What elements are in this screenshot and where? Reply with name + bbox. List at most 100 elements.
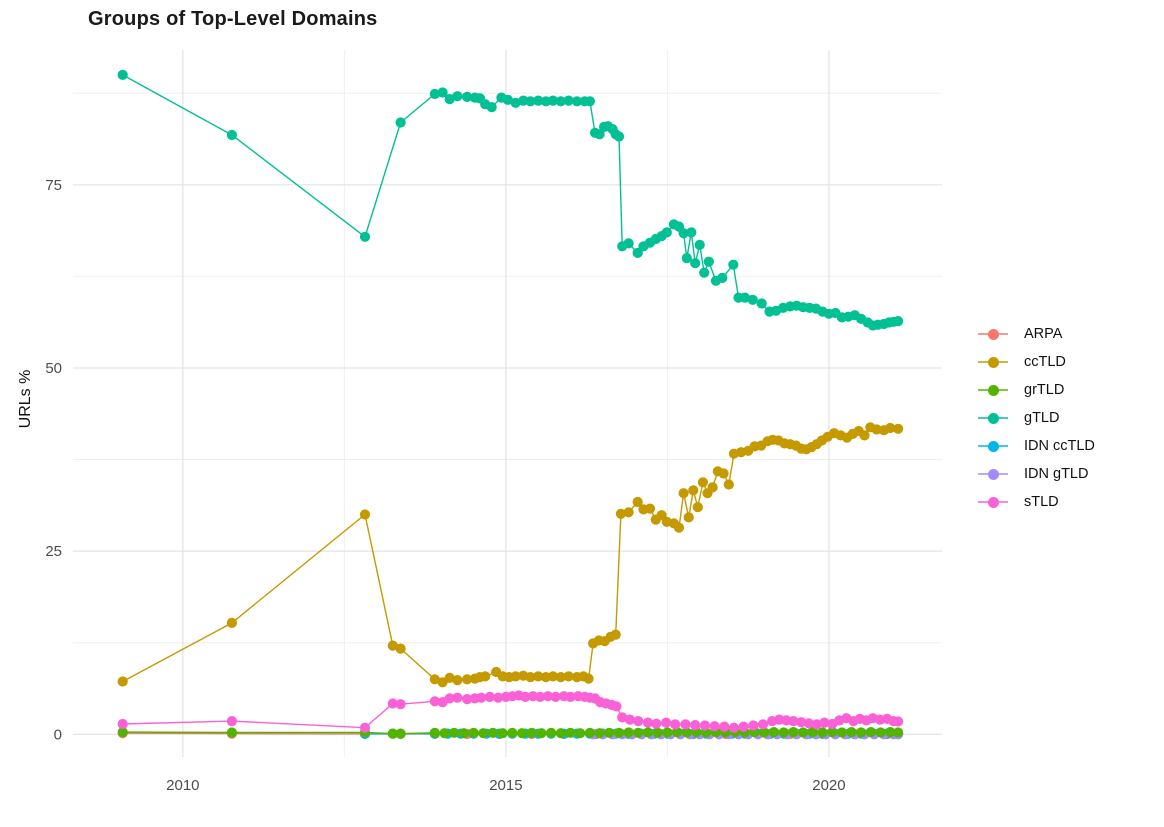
data-point-gtld (678, 228, 689, 239)
data-point-grtld (817, 727, 828, 738)
data-point-grtld (875, 727, 886, 738)
data-point-grtld (594, 728, 605, 739)
data-point-stld (359, 722, 371, 733)
data-point-cctld (525, 672, 536, 683)
data-point-gtld (584, 96, 596, 107)
data-point-stld (226, 716, 237, 727)
data-point-stld (493, 692, 504, 703)
legend-marker-icon (978, 440, 1008, 452)
data-point-grtld (642, 727, 654, 738)
data-point-cctld (718, 468, 729, 479)
data-point-cctld (563, 671, 574, 682)
data-point-gtld (739, 292, 751, 303)
series-stld (117, 690, 904, 733)
data-point-grtld (807, 727, 818, 738)
data-point-stld (690, 720, 701, 731)
data-point-grtld (546, 727, 557, 738)
data-point-stld (462, 694, 473, 705)
data-point-stld (617, 712, 628, 723)
data-point-grtld (798, 727, 809, 738)
legend-label: grTLD (1024, 382, 1065, 398)
y-axis-tick-label: 50 (45, 360, 62, 377)
legend-item-grtld: grTLD (978, 376, 1095, 404)
data-point-grtld (526, 727, 537, 738)
data-point-stld (535, 691, 546, 703)
data-point-gtld (395, 117, 406, 128)
data-point-grtld (778, 727, 789, 738)
data-point-cctld (387, 640, 398, 651)
legend-label: gTLD (1024, 410, 1060, 426)
data-point-grtld (865, 727, 877, 738)
data-point-gtld (437, 87, 448, 98)
data-point-cctld (547, 671, 559, 682)
data-point-gtld (117, 69, 128, 80)
data-point-stld (520, 691, 531, 703)
legend-dot-icon (988, 329, 999, 340)
data-point-stld (788, 716, 799, 727)
data-point-grtld (633, 727, 644, 738)
data-point-grtld (893, 727, 904, 738)
legend-dot-icon (988, 357, 999, 368)
data-point-stld (757, 719, 769, 730)
x-axis-tick-label: 2015 (489, 777, 522, 794)
series-grtld (117, 727, 904, 739)
legend-dot-icon (988, 413, 999, 424)
data-point-gtld (510, 97, 521, 108)
data-point-gtld (747, 294, 758, 305)
y-axis-tick-label: 75 (45, 177, 62, 194)
data-point-stld (738, 721, 749, 732)
data-point-cctld (859, 430, 870, 441)
legend-item-arpa: ARPA (978, 320, 1095, 348)
data-point-gtld (502, 94, 513, 105)
data-point-grtld (429, 727, 440, 738)
data-point-stld (651, 718, 662, 729)
legend-dot-icon (988, 441, 999, 452)
data-point-gtld (703, 256, 714, 267)
data-point-cctld (429, 674, 440, 685)
data-point-cctld (583, 673, 594, 684)
data-point-grtld (565, 727, 576, 738)
data-point-gtld (661, 227, 672, 238)
data-point-cctld (697, 477, 709, 488)
data-point-stld (387, 698, 398, 709)
data-point-stld (699, 720, 711, 731)
data-point-stld (611, 701, 622, 712)
data-point-gtld (452, 91, 463, 102)
data-point-gtld (623, 238, 634, 249)
data-point-cctld (644, 503, 656, 514)
data-point-grtld (478, 728, 489, 739)
data-point-stld (709, 721, 720, 732)
legend-marker-icon (978, 412, 1008, 424)
data-point-grtld (827, 727, 838, 738)
data-point-gtld (533, 95, 544, 106)
data-point-gtld (694, 239, 705, 250)
data-point-grtld (575, 728, 586, 739)
data-point-cctld (673, 522, 685, 533)
data-point-gtld (681, 253, 692, 264)
data-point-stld (803, 718, 815, 729)
data-point-gtld (893, 316, 904, 327)
chart-title: Groups of Top-Level Domains (88, 8, 378, 30)
data-point-gtld (547, 95, 559, 106)
data-point-grtld (681, 727, 692, 738)
data-point-stld (624, 714, 636, 725)
data-point-gtld (226, 129, 237, 141)
legend-marker-icon (978, 468, 1008, 480)
data-point-stld (395, 699, 406, 710)
data-point-gtld (632, 247, 643, 258)
legend-label: IDN gTLD (1024, 466, 1089, 482)
data-point-grtld (395, 728, 406, 739)
series-line-gtld (122, 74, 899, 327)
data-point-gtld (690, 258, 701, 269)
series-cctld (117, 422, 904, 688)
data-point-stld (642, 717, 654, 728)
data-point-gtld (756, 298, 767, 309)
data-point-stld (748, 720, 759, 731)
data-point-grtld (856, 727, 867, 738)
data-point-grtld (507, 727, 518, 738)
data-point-cctld (683, 512, 694, 523)
data-point-stld (117, 718, 128, 730)
data-point-grtld (449, 727, 460, 738)
legend-marker-icon (978, 328, 1008, 340)
data-point-grtld (536, 728, 547, 739)
